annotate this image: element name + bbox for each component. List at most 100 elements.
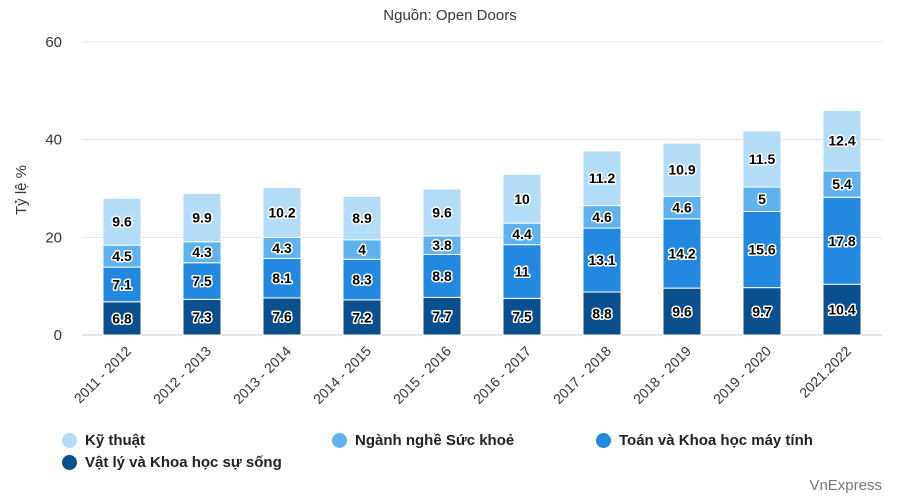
x-tick-label: 2011 - 2012 (71, 343, 135, 407)
legend-swatch-suc-khoe (332, 433, 347, 448)
data-label: 8.9 (352, 210, 372, 226)
data-label: 17.8 (828, 233, 855, 249)
data-label: 15.6 (748, 242, 775, 258)
data-label: 4.6 (592, 209, 612, 225)
bar-segment[interactable] (662, 218, 702, 289)
bar-segment[interactable] (262, 187, 302, 238)
data-label: 13.1 (588, 252, 615, 268)
data-label: 10.9 (668, 162, 695, 178)
bar-segment[interactable] (582, 291, 622, 336)
bar-segment[interactable] (102, 197, 142, 246)
x-tick-label: 2016 - 2017 (470, 343, 534, 407)
y-tick-label: 20 (45, 229, 62, 246)
legend-label: Ngành nghề Sức khoẻ (355, 432, 515, 449)
legend-swatch-toan-may-tinh (596, 433, 611, 448)
legend-item-vat-ly[interactable]: Vật lý và Khoa học sự sống (62, 454, 282, 471)
data-label: 11 (515, 264, 530, 280)
data-label: 8.8 (592, 306, 612, 322)
bar-segment[interactable] (742, 130, 782, 188)
data-label: 9.6 (432, 204, 452, 220)
data-label: 10.2 (268, 204, 295, 220)
data-label: 10.4 (828, 302, 855, 318)
x-tick-label: 2012 - 2013 (150, 343, 214, 407)
data-label: 4.4 (512, 226, 532, 242)
credit-text: VnExpress (809, 477, 882, 494)
bar-segment[interactable] (182, 192, 222, 243)
bar-segment[interactable] (742, 287, 782, 336)
bar-segment[interactable] (102, 266, 142, 303)
chart-source-note: Nguồn: Open Doors (383, 7, 516, 24)
legend-item-suc-khoe[interactable]: Ngành nghề Sức khoẻ (332, 432, 514, 449)
bar-segment[interactable] (422, 253, 462, 298)
y-tick-label: 60 (45, 34, 62, 51)
x-tick-label: 2019 - 2020 (710, 343, 774, 407)
data-label: 4 (358, 242, 366, 258)
bar-segment[interactable] (662, 287, 702, 336)
legend-item-toan-may-tinh[interactable]: Toán và Khoa học máy tính (596, 432, 813, 449)
y-axis-ticks: 0 20 40 60 (45, 34, 62, 344)
bar-segment[interactable] (582, 227, 622, 293)
data-label: 4.3 (272, 240, 292, 256)
data-label: 4.3 (192, 244, 212, 260)
x-tick-label: 2017 - 2018 (550, 343, 614, 407)
data-label: 10 (514, 191, 530, 207)
data-label: 4.6 (672, 200, 692, 216)
data-label: 11.2 (589, 170, 616, 186)
data-label: 4.5 (112, 248, 132, 264)
bar-segment[interactable] (102, 301, 142, 336)
bar-segment[interactable] (822, 283, 862, 336)
data-label: 3.8 (432, 237, 452, 253)
bar-segment[interactable] (182, 262, 222, 300)
x-tick-label: 2021.2022 (796, 343, 854, 401)
data-label: 7.6 (272, 308, 292, 324)
legend-item-ky-thuat[interactable]: Kỹ thuật (62, 432, 145, 449)
y-axis-label: Tỷ lệ % (13, 165, 30, 215)
bar-segment[interactable] (342, 299, 382, 336)
x-axis-ticks: 2011 - 2012 2012 - 2013 2013 - 2014 2014 - … (71, 343, 855, 407)
bar-segment[interactable] (662, 142, 702, 197)
data-label: 14.2 (668, 245, 695, 261)
x-tick-label: 2015 - 2016 (390, 343, 454, 407)
data-label: 5 (758, 191, 766, 207)
bar-segment[interactable] (262, 257, 302, 299)
bar-segment[interactable] (742, 210, 782, 289)
bars: 6.8 7.1 4.5 9.6 7.3 7.5 4.3 9.9 7.6 8.1 4.3 10.2 7.2… (102, 109, 862, 336)
data-label: 7.7 (432, 308, 452, 324)
bar-segment[interactable] (422, 296, 462, 336)
bar-segment[interactable] (262, 297, 302, 336)
data-label: 9.7 (752, 303, 772, 319)
data-label: 7.5 (192, 273, 212, 289)
legend-label: Vật lý và Khoa học sự sống (85, 454, 282, 471)
data-label: 6.8 (112, 310, 132, 326)
bar-segment[interactable] (182, 298, 222, 336)
data-label: 7.1 (112, 276, 132, 292)
y-tick-label: 0 (54, 327, 62, 344)
data-label: 8.3 (352, 272, 372, 288)
data-label: 7.5 (512, 309, 532, 325)
data-label: 12.4 (828, 133, 855, 149)
data-label: 7.2 (352, 309, 372, 325)
bar-segment[interactable] (742, 186, 782, 212)
y-tick-label: 40 (45, 132, 62, 149)
bar-segment[interactable] (822, 170, 862, 198)
data-label: 5.4 (832, 176, 852, 192)
data-label: 8.8 (432, 268, 452, 284)
bar-segment[interactable] (502, 244, 542, 299)
stacked-bar-chart: Nguồn: Open Doors 0 20 40 60 Tỷ lệ % 6.8 7.1… (13, 7, 882, 407)
bar-segment[interactable] (822, 109, 862, 172)
bar-segment[interactable] (502, 173, 542, 224)
data-label: 7.3 (192, 309, 212, 325)
legend-swatch-ky-thuat (62, 433, 77, 448)
bar-segment[interactable] (502, 297, 542, 336)
x-tick-label: 2014 - 2015 (310, 343, 374, 407)
bar-segment[interactable] (582, 150, 622, 207)
x-tick-label: 2018 - 2019 (630, 343, 694, 407)
x-tick-label: 2013 - 2014 (230, 343, 294, 407)
bar-segment[interactable] (342, 195, 382, 241)
data-label: 9.6 (672, 304, 692, 320)
legend-label: Toán và Khoa học máy tính (619, 432, 813, 449)
data-label: 11.5 (749, 151, 776, 167)
data-label: 9.6 (112, 214, 132, 230)
bar-segment[interactable] (422, 188, 462, 237)
data-label: 9.9 (192, 210, 212, 226)
